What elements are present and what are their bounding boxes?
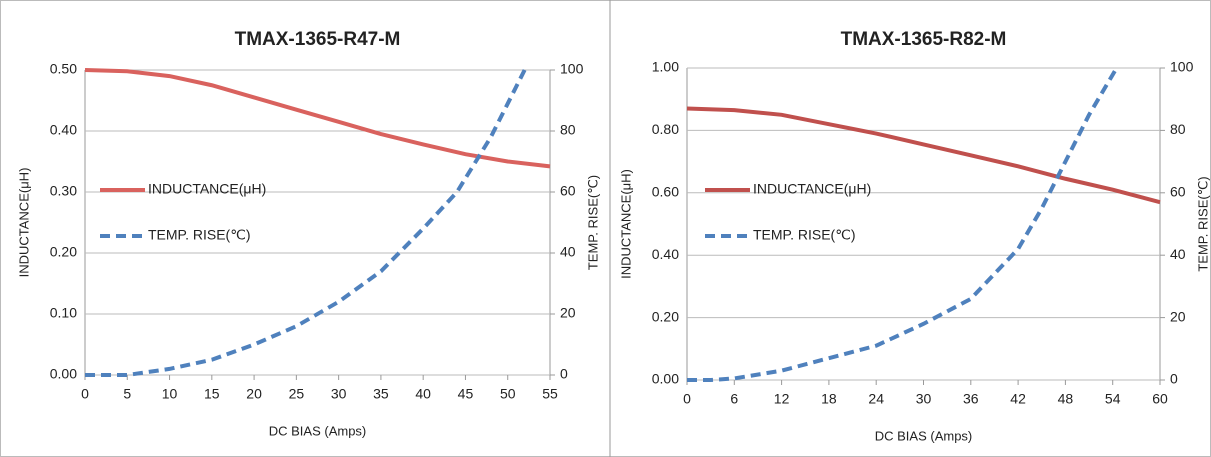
x-tick-label: 54 bbox=[1105, 391, 1121, 407]
series-line bbox=[84, 68, 551, 169]
y-tick-label: 0.20 bbox=[652, 308, 679, 324]
x-tick-label: 30 bbox=[331, 386, 347, 402]
y-axis-label: INDUCTANCE(μH) bbox=[16, 168, 31, 278]
y2-tick-label: 0 bbox=[1170, 371, 1178, 387]
x-tick-label: 55 bbox=[542, 386, 558, 402]
x-tick-label: 40 bbox=[415, 386, 431, 402]
chart-title: TMAX-1365-R47-M bbox=[235, 29, 401, 50]
y-tick-label: 0.20 bbox=[50, 244, 77, 260]
x-tick-label: 10 bbox=[162, 386, 178, 402]
x-tick-label: 50 bbox=[500, 386, 516, 402]
y-tick-label: 0.80 bbox=[652, 121, 679, 137]
y2-tick-label: 20 bbox=[1170, 308, 1186, 324]
y2-tick-label: 60 bbox=[560, 183, 576, 199]
y-axis-label: INDUCTANCE(μH) bbox=[618, 169, 633, 279]
x-tick-label: 18 bbox=[821, 391, 837, 407]
y-tick-label: 0.00 bbox=[652, 371, 679, 387]
x-tick-label: 25 bbox=[289, 386, 305, 402]
y2-tick-label: 60 bbox=[1170, 184, 1186, 200]
x-tick-label: 36 bbox=[963, 391, 979, 407]
x-tick-label: 0 bbox=[683, 391, 691, 407]
y2-tick-label: 80 bbox=[1170, 121, 1186, 137]
x-tick-label: 0 bbox=[81, 386, 89, 402]
y-tick-label: 0.50 bbox=[50, 61, 77, 77]
y2-tick-label: 100 bbox=[560, 61, 584, 77]
x-tick-label: 6 bbox=[730, 391, 738, 407]
x-axis-label: DC BIAS (Amps) bbox=[875, 428, 973, 443]
x-tick-label: 48 bbox=[1058, 391, 1074, 407]
x-tick-label: 24 bbox=[868, 391, 884, 407]
y2-tick-label: 100 bbox=[1170, 59, 1194, 75]
legend-label: TEMP. RISE(℃) bbox=[148, 227, 251, 243]
x-tick-label: 30 bbox=[916, 391, 932, 407]
legend-label: TEMP. RISE(℃) bbox=[753, 227, 856, 243]
y-tick-label: 0.30 bbox=[50, 183, 77, 199]
y2-tick-label: 0 bbox=[560, 366, 568, 382]
y2-tick-label: 40 bbox=[1170, 246, 1186, 262]
y-tick-label: 0.00 bbox=[50, 366, 77, 382]
y-tick-label: 0.40 bbox=[50, 122, 77, 138]
legend-label: INDUCTANCE(μH) bbox=[148, 181, 266, 197]
y-tick-label: 0.10 bbox=[50, 305, 77, 321]
y-tick-label: 0.40 bbox=[652, 246, 679, 262]
y2-tick-label: 20 bbox=[560, 305, 576, 321]
y2-axis-label: TEMP. RISE(℃) bbox=[1195, 176, 1210, 271]
series-line bbox=[687, 66, 1119, 382]
x-tick-label: 60 bbox=[1152, 391, 1168, 407]
chart-title: TMAX-1365-R82-M bbox=[841, 29, 1007, 50]
legend-label: INDUCTANCE(μH) bbox=[753, 181, 871, 197]
x-axis-label: DC BIAS (Amps) bbox=[269, 423, 367, 438]
x-tick-label: 12 bbox=[774, 391, 790, 407]
series-line bbox=[85, 69, 527, 377]
x-tick-label: 5 bbox=[123, 386, 131, 402]
x-tick-label: 45 bbox=[458, 386, 474, 402]
x-tick-label: 42 bbox=[1010, 391, 1026, 407]
y2-axis-label: TEMP. RISE(℃) bbox=[585, 175, 600, 270]
y2-tick-label: 40 bbox=[560, 244, 576, 260]
series-line bbox=[686, 106, 1161, 205]
x-tick-label: 20 bbox=[246, 386, 262, 402]
y-tick-label: 1.00 bbox=[652, 59, 679, 75]
x-tick-label: 35 bbox=[373, 386, 389, 402]
x-tick-label: 15 bbox=[204, 386, 220, 402]
y-tick-label: 0.60 bbox=[652, 184, 679, 200]
y2-tick-label: 80 bbox=[560, 122, 576, 138]
